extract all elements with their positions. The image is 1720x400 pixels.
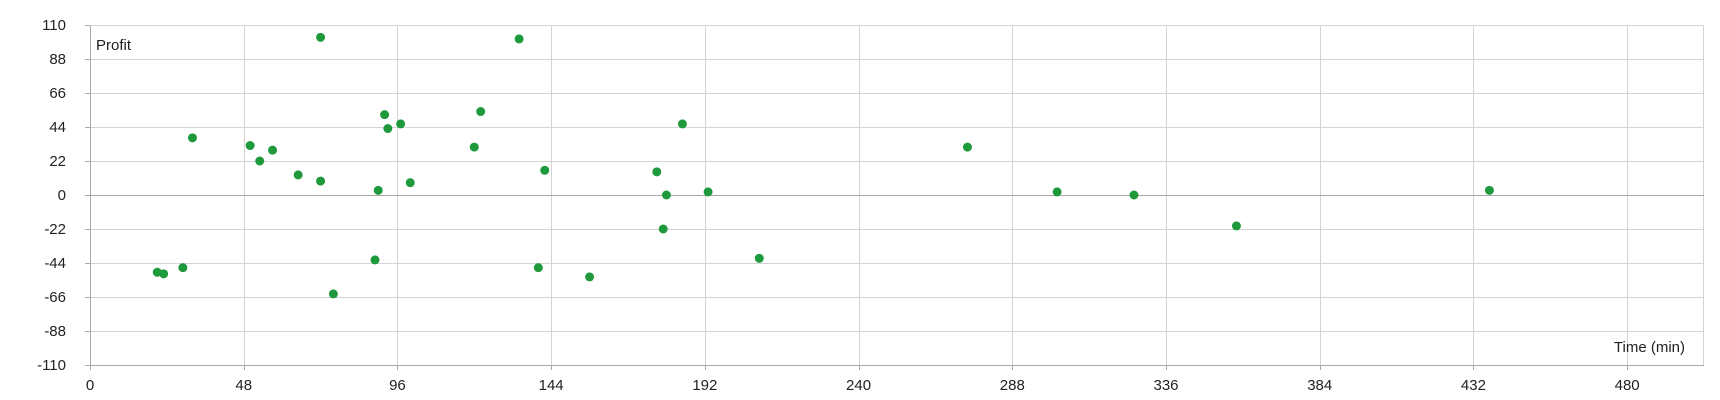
- data-point: [396, 119, 406, 129]
- data-point: [540, 165, 550, 175]
- data-point: [316, 32, 326, 42]
- x-axis-label: Time (min): [1614, 339, 1685, 356]
- y-tick-label: 0: [58, 187, 66, 204]
- data-point: [962, 142, 972, 152]
- data-point: [514, 34, 524, 44]
- x-tick-label: 384: [1307, 377, 1332, 394]
- y-tick-label: 44: [49, 119, 66, 136]
- data-point: [405, 178, 415, 188]
- y-tick-label: -22: [44, 221, 66, 238]
- data-point: [316, 176, 326, 186]
- data-point: [661, 190, 671, 200]
- data-point: [469, 142, 479, 152]
- data-point: [1052, 187, 1062, 197]
- y-tick-label: -44: [44, 255, 66, 272]
- data-point: [268, 145, 278, 155]
- data-point: [328, 289, 338, 299]
- x-tick-label: 432: [1461, 377, 1486, 394]
- data-point: [293, 170, 303, 180]
- x-tick-label: 0: [86, 377, 94, 394]
- x-tick-label: 192: [692, 377, 717, 394]
- data-point: [754, 253, 764, 263]
- y-axis-label: Profit: [96, 37, 132, 54]
- x-tick-label: 240: [846, 377, 871, 394]
- x-tick-label: 48: [235, 377, 252, 394]
- y-tick-label: 66: [49, 85, 66, 102]
- data-points: [152, 32, 1494, 299]
- y-tick-label: -88: [44, 323, 66, 340]
- x-tick-label: 96: [389, 377, 406, 394]
- data-point: [255, 156, 265, 166]
- y-tick-label: 110: [42, 17, 66, 34]
- data-point: [178, 263, 188, 273]
- x-tick-label: 480: [1615, 377, 1640, 394]
- tick-labels: 110 88 66 44 22 0 -22 -44 -66 -88 -110 0 48 96 144 192 2…: [37, 17, 1640, 394]
- data-point: [652, 167, 662, 177]
- data-point: [380, 110, 390, 120]
- y-tick-label: -66: [44, 289, 66, 306]
- data-point: [658, 224, 668, 234]
- data-point: [476, 107, 486, 117]
- data-point: [373, 185, 383, 195]
- data-point: [187, 133, 197, 143]
- y-tick-label: 22: [49, 153, 66, 170]
- data-point: [159, 269, 169, 279]
- data-point: [703, 187, 713, 197]
- data-point: [245, 141, 255, 151]
- data-point: [370, 255, 380, 265]
- data-point: [677, 119, 687, 129]
- data-point: [1484, 185, 1494, 195]
- data-point: [1231, 221, 1241, 231]
- data-point: [383, 124, 393, 134]
- data-point: [533, 263, 543, 273]
- data-point: [1129, 190, 1139, 200]
- axes: [85, 25, 1704, 370]
- data-point: [585, 272, 595, 282]
- y-tick-label: -110: [37, 357, 66, 374]
- x-tick-label: 288: [1000, 377, 1025, 394]
- y-tick-label: 88: [49, 51, 66, 68]
- x-tick-label: 336: [1153, 377, 1178, 394]
- x-tick-label: 144: [539, 377, 564, 394]
